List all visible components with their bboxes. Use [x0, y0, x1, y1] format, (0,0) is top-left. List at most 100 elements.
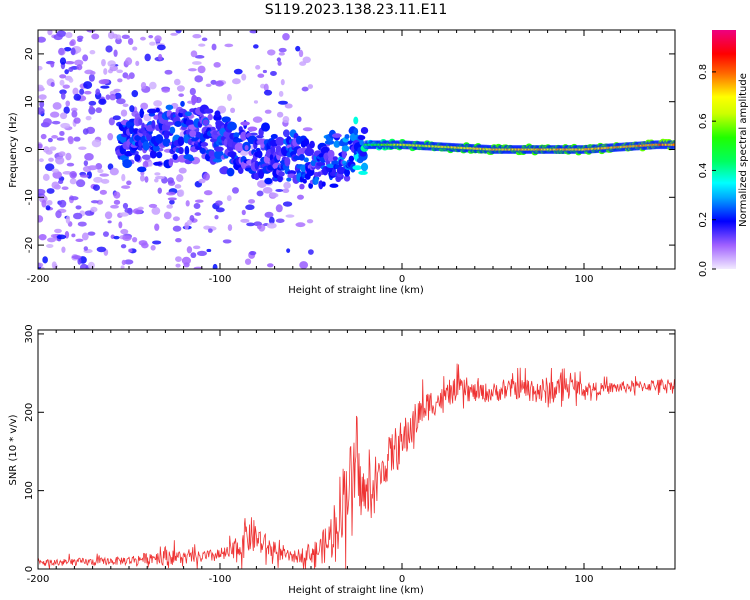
spectrogram-ridge-cell: [247, 126, 258, 132]
spectrogram-scatter-blob: [157, 187, 162, 194]
spectrogram-ridge-cell: [155, 134, 164, 144]
spectrogram-scatter-blob: [116, 69, 123, 74]
spectrogram-scatter-blob: [109, 167, 119, 176]
spectrogram-scatter-blob: [77, 35, 84, 40]
spectrogram-ridge-cell: [331, 168, 337, 176]
spectrogram-scatter-blob: [101, 79, 110, 85]
spectrogram-scatter-blob: [176, 174, 184, 182]
spectrogram-scatter-blob: [282, 33, 290, 41]
spectrogram-scatter-blob: [172, 216, 180, 222]
spectrogram-scatter-blob: [123, 259, 134, 265]
spectrogram-scatter-blob: [38, 158, 44, 163]
spectrogram-ridge-cell: [359, 138, 364, 146]
spectrogram-scatter-blob: [59, 57, 67, 65]
spectrogram-scatter-blob: [83, 246, 89, 251]
colorbar: 0.0 0.2 0.4 0.6 0.8 Normalized spectral ampl…: [698, 30, 749, 277]
spectrogram-scatter-blob: [215, 80, 224, 87]
spectrogram-scatter-blob: [100, 85, 110, 89]
spectrogram-scatter-blob: [262, 69, 268, 74]
spectrogram-scatter-blob: [83, 160, 89, 167]
spectrogram-scatter-blob: [88, 73, 95, 82]
spectrogram-scatter-blob: [186, 246, 193, 254]
spectrogram-scatter-blob: [120, 109, 128, 117]
spectrogram-scatter-blob: [131, 110, 139, 117]
spectrogram-ridge-cell: [275, 136, 285, 146]
spectrogram-scatter-blob: [86, 30, 96, 33]
spectrogram-ridge-cell: [188, 157, 195, 162]
snr-ticks: -200 -100 0 100 0 100 200 300: [24, 324, 676, 585]
spectrogram-scatter-blob: [205, 83, 212, 87]
snr-xlabel: Height of straight line (km): [288, 585, 424, 596]
spectrogram-ridge-cell: [147, 108, 157, 114]
spectrogram-scatter-blob: [58, 199, 67, 208]
spectrogram-scatter-blob: [298, 49, 304, 58]
spectrogram-scatter-blob: [277, 61, 282, 66]
spectrogram-scatter-blob: [55, 210, 62, 219]
spectrogram-scatter-blob: [105, 94, 111, 100]
spectrogram-scatter-blob: [100, 178, 110, 184]
spectrogram-ridge-cell: [284, 156, 291, 167]
spectrogram-scatter-blob: [266, 222, 277, 229]
spectrogram-scatter-blob: [188, 68, 197, 72]
spectrogram-scatter-blob: [89, 105, 94, 110]
spectrogram-scatter-blob: [203, 225, 211, 230]
spectrogram-scatter-blob: [38, 84, 44, 90]
spectrogram-ridge-cell: [270, 134, 278, 140]
spectrogram-ytick-label: 20: [24, 48, 35, 61]
spectrogram-scatter-blob: [38, 233, 47, 241]
spectrogram-scatter-blob: [129, 105, 135, 113]
spectrogram-scatter-blob: [249, 30, 258, 34]
spectrogram-scatter-blob: [175, 256, 182, 262]
spectrogram-scatter-blob: [172, 225, 182, 232]
spectrogram-scatter-blob: [84, 210, 94, 216]
spectrogram-scatter-blob: [79, 174, 89, 178]
spectrogram-scatter-blob: [193, 202, 201, 209]
spectrogram-scatter-blob: [226, 195, 232, 202]
spectrogram-scatter-blob: [113, 235, 120, 240]
spectrogram-ridge-cell: [341, 145, 350, 152]
colorbar-tick-label: 0.2: [698, 212, 709, 228]
snr-panel: -200 -100 0 100 0 100 200 300 Height of straigh…: [8, 324, 676, 596]
spectrogram-scatter-blob: [51, 168, 59, 173]
spectrogram-scatter-blob: [132, 46, 138, 51]
spectrogram-scatter-blob: [68, 77, 74, 83]
spectrogram-scatter-blob: [186, 219, 193, 226]
spectrogram-ytick-label: 0: [24, 146, 35, 152]
spectrogram-scatter-blob: [128, 248, 133, 253]
spectrogram-scatter-blob: [257, 73, 265, 78]
spectrogram-scatter-blob: [115, 37, 122, 45]
spectrogram-scatter-blob: [73, 136, 81, 142]
spectrogram-scatter-blob: [87, 261, 95, 269]
spectrogram-scatter-blob: [61, 246, 66, 253]
spectrogram-scatter-blob: [192, 245, 201, 250]
spectrogram-ridge-cell: [353, 116, 359, 125]
spectrogram-scatter-blob: [161, 88, 170, 93]
spectrogram-ridge-cell: [174, 120, 182, 128]
spectrogram-ridge-cell: [329, 183, 339, 188]
spectrogram-scatter-blob: [149, 81, 157, 90]
spectrogram-scatter-blob: [74, 59, 84, 66]
spectrogram-ridge-cell: [332, 156, 338, 161]
spectrogram-scatter-blob: [148, 203, 158, 208]
spectrogram-scatter-blob: [38, 65, 43, 71]
spectrogram-scatter-blob: [190, 252, 197, 259]
spectrogram-scatter-blob: [58, 179, 64, 185]
spectrogram-scatter-blob: [70, 107, 78, 112]
spectrogram-scatter-blob: [175, 30, 182, 34]
spectrogram-scatter-blob: [71, 110, 78, 118]
spectrogram-ridge-cell: [226, 167, 235, 177]
spectrogram-ridge-cell: [357, 135, 366, 141]
spectrogram-scatter-blob: [164, 69, 173, 75]
spectrogram-scatter-blob: [158, 53, 163, 61]
spectrogram-ridge-cell: [148, 112, 156, 117]
spectrogram-scatter-blob: [154, 35, 162, 43]
spectrogram-ylabel: Frequency (Hz): [8, 112, 19, 188]
spectrogram-scatter-blob: [76, 179, 86, 188]
spectrogram-scatter-blob: [56, 137, 65, 141]
spectrogram-scatter-blob: [91, 33, 100, 40]
spectrogram-scatter-blob: [144, 53, 151, 62]
spectrogram-ridge-cell: [210, 126, 216, 131]
spectrogram-ridge-cell: [352, 165, 363, 171]
spectrogram-scatter-blob: [197, 65, 206, 74]
spectrogram-scatter-blob: [154, 172, 161, 176]
